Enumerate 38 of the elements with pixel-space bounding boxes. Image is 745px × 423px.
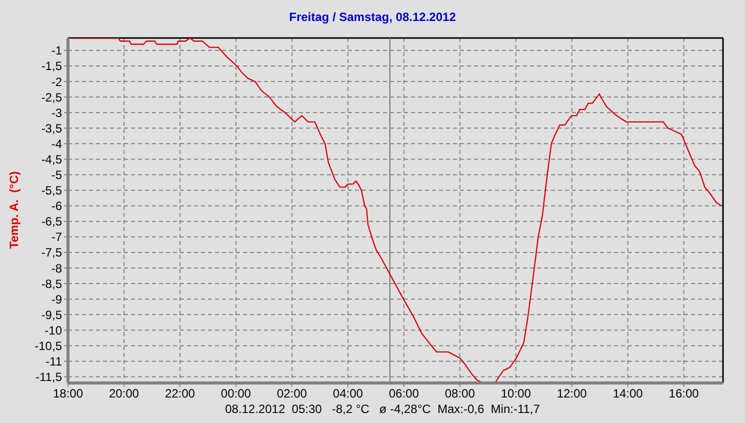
y-tick-label: -9 — [51, 292, 62, 306]
y-tick-label: -10 — [44, 323, 62, 338]
y-tick-label: -7 — [51, 230, 62, 244]
y-tick-label: -6 — [51, 199, 62, 214]
y-tick-label: -9,5 — [41, 308, 62, 322]
y-tick-label: -8 — [51, 261, 62, 276]
y-tick-label: -2 — [51, 74, 62, 89]
x-tick-label: 06:00 — [388, 386, 420, 401]
x-tick-label: 02:00 — [276, 386, 308, 401]
x-tick-label: 20:00 — [108, 386, 140, 401]
y-tick-label: -11 — [46, 354, 62, 369]
y-tick-label: -1 — [51, 44, 62, 58]
x-tick-label: 00:00 — [220, 386, 252, 401]
x-tick-label: 10:00 — [500, 386, 532, 401]
y-tick-label: -8,5 — [41, 276, 62, 291]
chart-title: Freitag / Samstag, 08.12.2012 — [288, 10, 457, 24]
y-tick-label: -2,5 — [41, 90, 62, 104]
y-tick-label: -11,5 — [36, 370, 62, 384]
y-tick-label: -3,5 — [41, 121, 62, 136]
x-tick-label: 14:00 — [612, 386, 644, 401]
x-tick-label: 16:00 — [668, 386, 700, 401]
x-tick-label: 04:00 — [332, 386, 364, 401]
line-series — [68, 38, 722, 383]
x-tick-label: 12:00 — [556, 386, 588, 401]
y-tick-label: -4,5 — [41, 152, 62, 166]
y-tick-label: -3 — [51, 106, 62, 120]
y-tick-label: -6,5 — [41, 214, 62, 229]
x-tick-label: 18:00 — [52, 386, 84, 401]
y-tick-label: -1,5 — [41, 59, 62, 74]
y-tick-label: -10,5 — [34, 338, 62, 353]
x-tick-label: 08:00 — [444, 386, 476, 401]
text: 08.12.2012 05:30 -8,2 °C ø -4,28°C Max:-0,6 Min:-11,7 — [224, 402, 541, 416]
y-axis-title: Temp. A. (°C) — [7, 171, 21, 249]
y-tick-label: -7,5 — [41, 246, 62, 260]
y-tick-label: -4 — [51, 136, 62, 151]
y-tick-label: -5,5 — [41, 184, 62, 198]
x-tick-label: 22:00 — [164, 386, 196, 401]
y-tick-label: -5 — [51, 168, 62, 182]
